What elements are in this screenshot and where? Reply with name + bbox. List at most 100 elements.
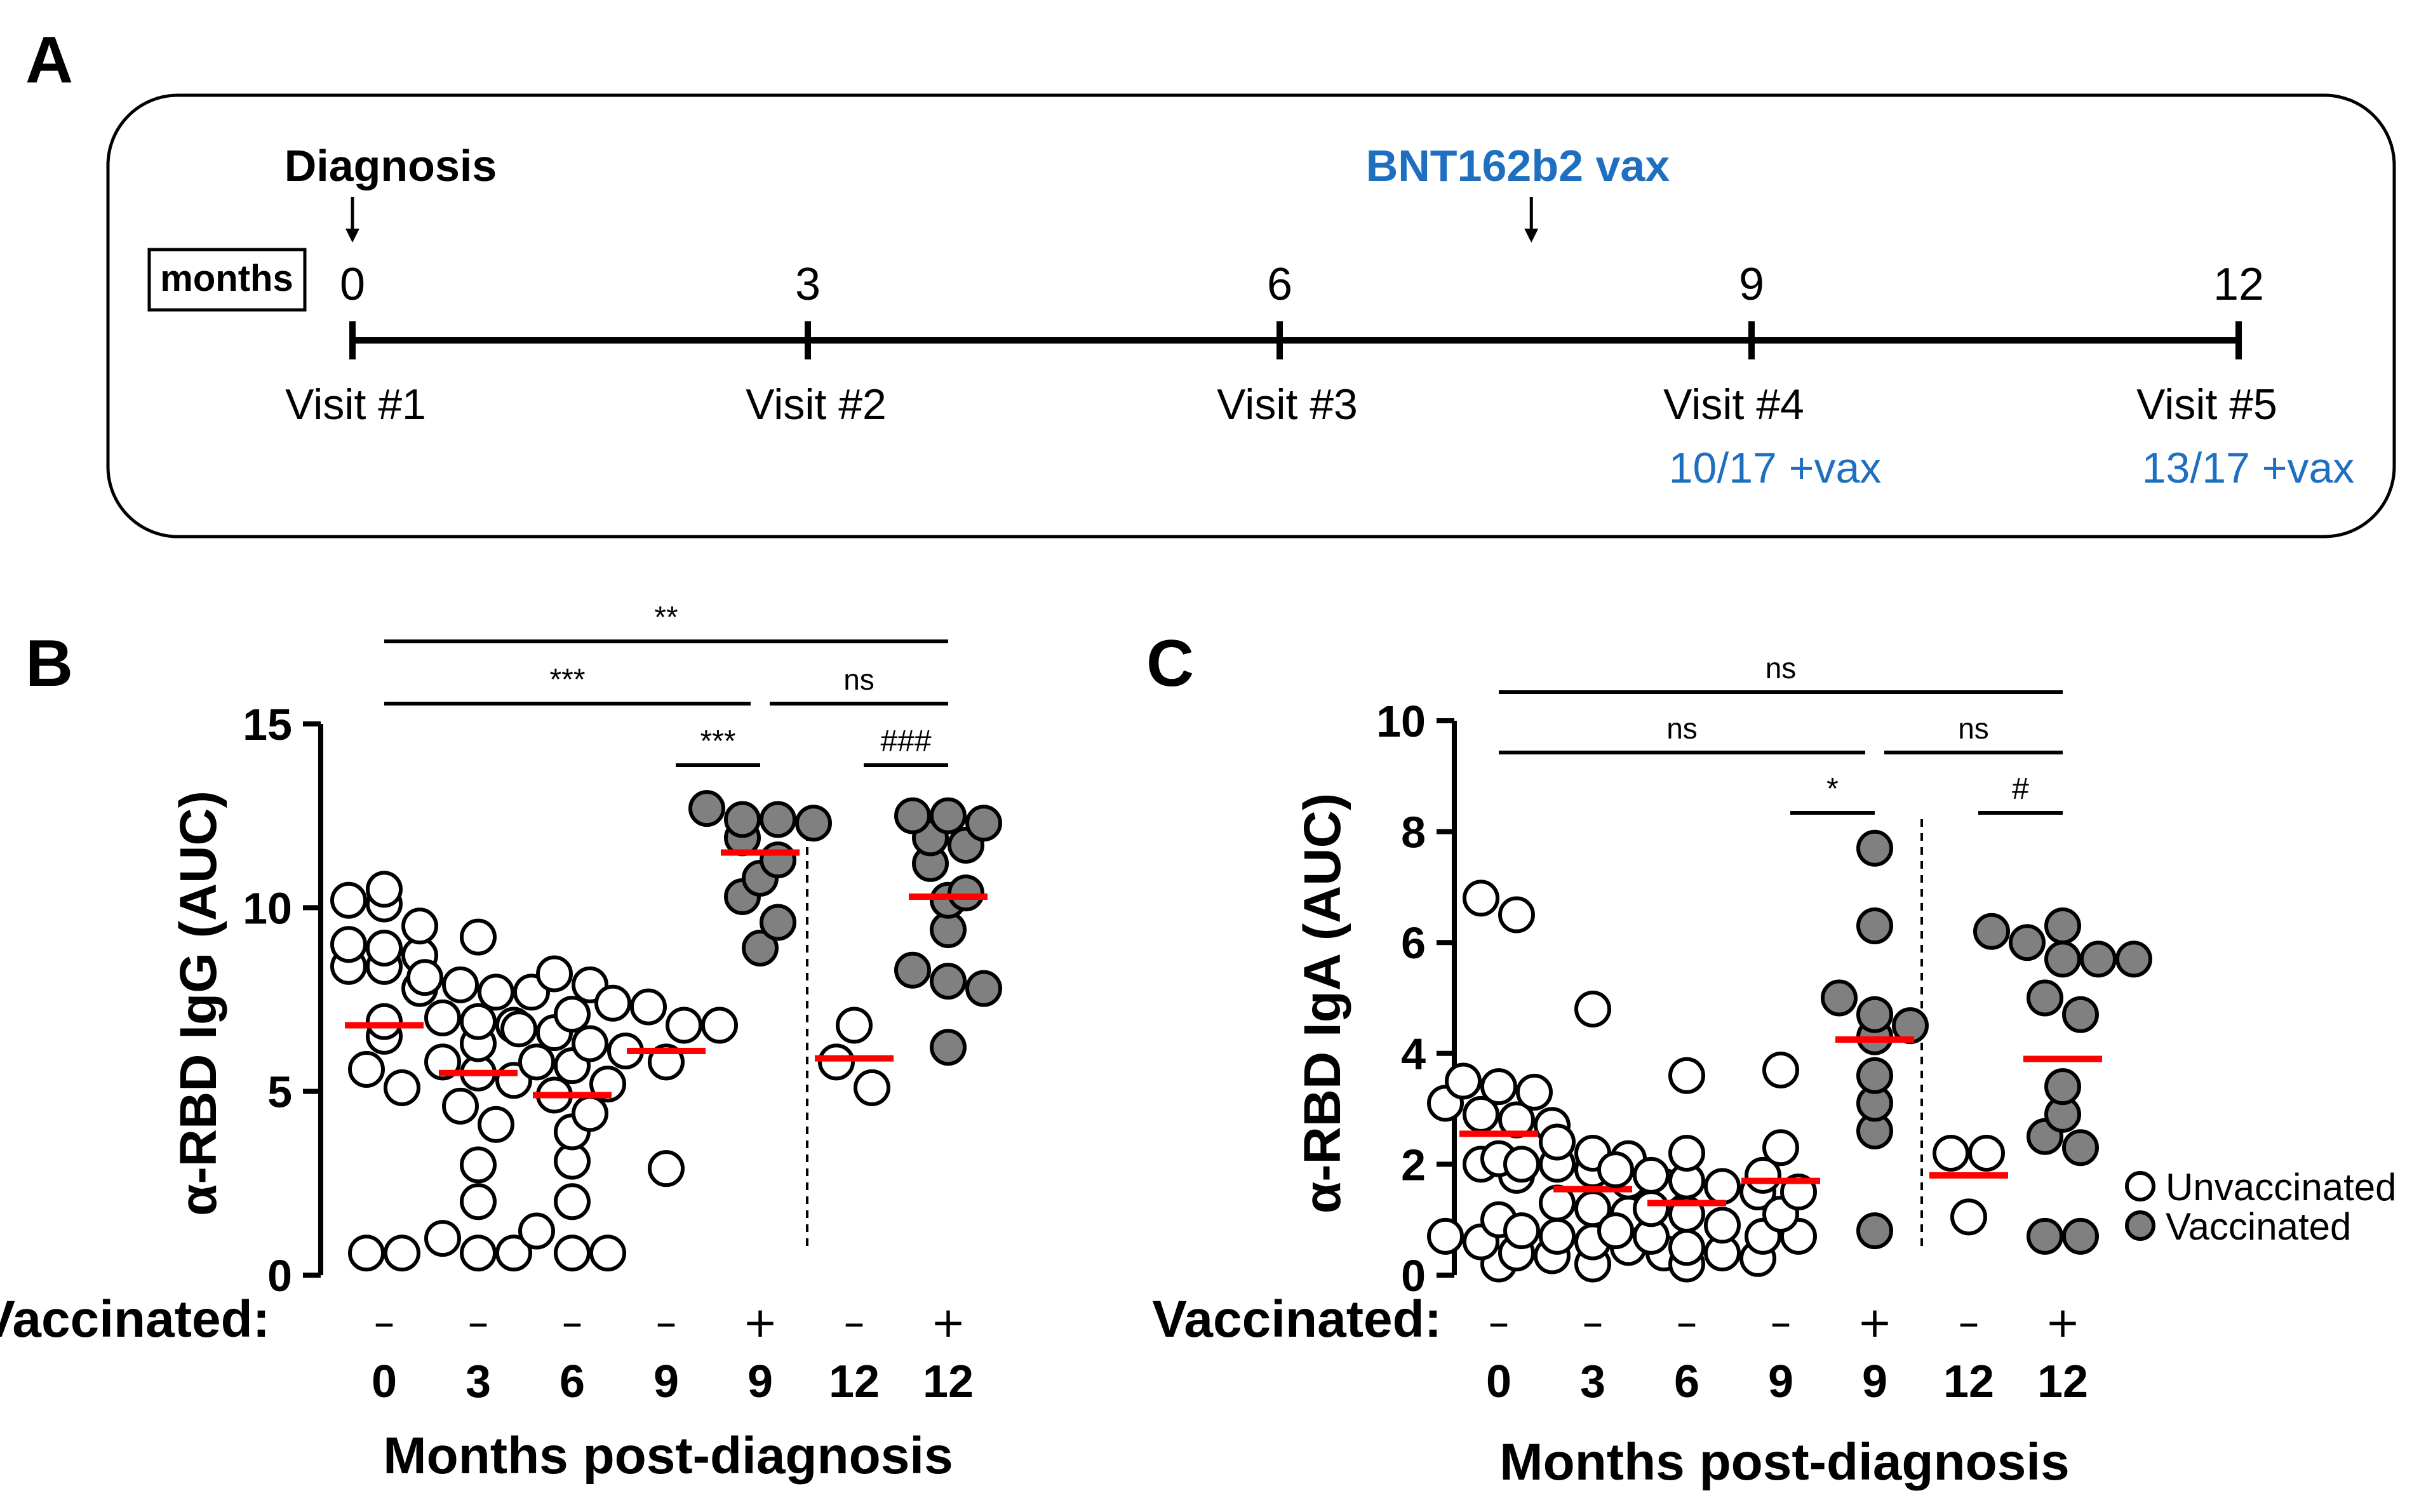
x-tick-label: 12 [2037, 1356, 2088, 1407]
panel-c-letter: C [1146, 627, 1194, 700]
month-label: 6 [1267, 259, 1292, 310]
month-label: 0 [340, 259, 365, 310]
data-point [1821, 979, 1858, 1017]
data-point [1856, 1212, 1893, 1250]
vaccinated-sign: + [1857, 1298, 1892, 1347]
data-point [536, 955, 573, 993]
y-tick-label: 8 [1401, 808, 1426, 857]
legend: Unvaccinated Vaccinated [2125, 1166, 2397, 1248]
vaccinated-sign: – [656, 1298, 677, 1347]
data-point [724, 801, 761, 838]
visit-label: Visit #4 [1663, 380, 1804, 429]
y-tick-label: 5 [267, 1067, 292, 1117]
data-point [965, 970, 1002, 1007]
visit-label: Visit #5 [2136, 380, 2277, 429]
vaccinated-sign: – [1583, 1298, 1604, 1347]
data-point [1597, 1212, 1634, 1250]
data-point [384, 1069, 420, 1106]
vaccinated-sign: – [844, 1298, 865, 1347]
visit-label: Visit #2 [746, 380, 887, 429]
data-point [1704, 1168, 1741, 1205]
y-axis-title: α-RBD IgA (AUC) [1294, 793, 1351, 1214]
panel-b: B α-RBD IgG (AUC) Vaccinated: Months pos… [0, 601, 1002, 1485]
data-point [2044, 907, 2081, 945]
data-point [1503, 1212, 1540, 1250]
y-tick-label: 6 [1401, 918, 1426, 968]
months-label: months [160, 258, 293, 299]
y-tick-label: 0 [267, 1251, 292, 1301]
significance-label: # [2012, 772, 2029, 806]
visit-label: Visit #3 [1217, 380, 1358, 429]
data-point [1968, 1134, 2005, 1172]
y-tick-label: 10 [1376, 697, 1426, 746]
data-point [1668, 1134, 1705, 1172]
vaccine-label: BNT162b2 vax [1366, 141, 1670, 191]
timeline-frame [106, 93, 2396, 539]
data-point [1633, 1190, 1670, 1228]
y-tick-label: 4 [1401, 1029, 1426, 1079]
diagnosis-arrow [345, 197, 359, 243]
data-point [2044, 1068, 2081, 1106]
data-point [1445, 1062, 1482, 1100]
data-point [348, 1234, 385, 1272]
timeline-tick: 9 Visit #4 10/17 +vax [1663, 259, 1881, 492]
legend-unvaccinated-marker [2125, 1171, 2155, 1201]
data-point [1668, 1057, 1705, 1094]
data-point [742, 929, 779, 967]
data-point [894, 797, 931, 834]
data-point [836, 1007, 873, 1044]
vaccinated-sign: + [930, 1298, 965, 1347]
x-tick-label: 9 [653, 1356, 679, 1407]
data-point [1516, 1073, 1553, 1111]
x-tick-label: 3 [466, 1356, 491, 1407]
significance-label: * [1826, 772, 1839, 806]
data-point [406, 959, 443, 996]
data-point [572, 1095, 608, 1132]
data-point [2062, 1217, 2099, 1255]
vaccinated-sign: – [1959, 1298, 1980, 1347]
data-point [500, 1010, 537, 1048]
data-point [366, 871, 403, 908]
data-point [589, 1234, 626, 1272]
legend-vaccinated-marker [2125, 1210, 2155, 1241]
data-point [442, 1087, 479, 1125]
data-point [2027, 979, 2063, 1017]
data-point [460, 918, 497, 956]
timeline-tick: 6 Visit #3 [1217, 259, 1358, 429]
vaccinated-sign: – [1677, 1298, 1698, 1347]
y-tick-label: 2 [1401, 1140, 1426, 1189]
data-point [460, 1234, 497, 1272]
data-point [760, 841, 796, 879]
data-point [2009, 924, 2046, 961]
data-point [2044, 940, 2081, 978]
data-point [2027, 1217, 2063, 1255]
data-point [554, 1183, 591, 1221]
panel-b-letter: B [25, 627, 73, 700]
x-tick-label: 0 [1486, 1356, 1511, 1407]
x-tick-label: 6 [560, 1356, 585, 1407]
vaccinated-sign: – [468, 1298, 489, 1347]
data-point [1856, 829, 1893, 867]
data-point [366, 929, 403, 967]
data-point [1463, 880, 1499, 917]
data-point [1762, 1051, 1799, 1088]
vaccinated-row-label: Vaccinated: [0, 1290, 270, 1348]
significance-label: ns [843, 663, 874, 696]
data-point [688, 790, 725, 827]
data-point [401, 907, 438, 945]
data-point [930, 797, 967, 834]
data-point [1597, 1151, 1634, 1189]
data-point [894, 951, 931, 989]
month-label: 3 [795, 259, 821, 310]
data-point [760, 904, 796, 941]
data-point [666, 1007, 702, 1044]
data-point [460, 1003, 497, 1040]
vaccine-arrow [1524, 197, 1539, 243]
vaccinated-sign: – [562, 1298, 583, 1347]
data-point [630, 988, 667, 1026]
timeline-tick: 12 Visit #5 13/17 +vax [2136, 259, 2354, 492]
data-point [572, 1025, 608, 1062]
vaccinated-sign: + [742, 1298, 777, 1347]
